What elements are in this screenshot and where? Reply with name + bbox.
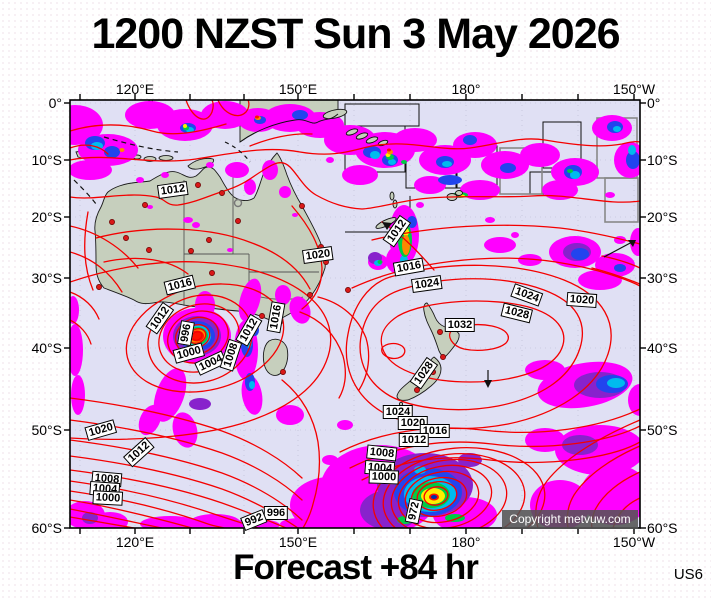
axis-label: 10°S	[647, 152, 678, 168]
city-marker	[219, 190, 225, 196]
isobar-value-label: 1012	[398, 433, 430, 447]
city-marker	[235, 218, 241, 224]
trough-arrowheads	[382, 222, 636, 388]
city-marker	[96, 284, 102, 290]
city-marker	[146, 247, 152, 253]
station-circle	[233, 198, 243, 208]
axis-label: 20°S	[31, 209, 62, 225]
axis-label: 150°W	[612, 534, 656, 550]
axis-label: 10°S	[31, 152, 62, 168]
city-marker	[345, 287, 351, 293]
pacific-islands	[239, 108, 463, 229]
city-marker	[206, 237, 212, 243]
precip-extreme	[119, 115, 465, 504]
city-marker	[109, 219, 115, 225]
city-marker	[440, 354, 446, 360]
axis-label: 30°S	[647, 270, 678, 286]
axis-label: 20°S	[647, 209, 678, 225]
city-marker	[123, 235, 129, 241]
city-marker	[299, 203, 305, 209]
axis-label: 40°S	[647, 340, 678, 356]
axis-label: 150°E	[278, 534, 318, 550]
axis-label: 150°W	[612, 81, 656, 97]
city-marker	[209, 270, 215, 276]
axis-label: 180°	[451, 81, 481, 97]
axis-label: 60°S	[31, 520, 62, 536]
isobar-lines	[70, 100, 640, 528]
axis-label: 50°S	[31, 422, 62, 438]
isobar-value-label: 1020	[566, 291, 598, 309]
axis-label: 50°S	[647, 422, 678, 438]
axis-label: 120°E	[115, 534, 155, 550]
copyright-watermark: Copyright metvuw.com	[502, 510, 638, 529]
city-marker	[188, 248, 194, 254]
axis-label: 40°S	[31, 340, 62, 356]
city-marker	[280, 369, 286, 375]
isobar-value-label: 1000	[368, 469, 400, 485]
isobar-value-label: 1032	[444, 318, 476, 332]
map-frame	[69, 99, 641, 529]
axis-label: 120°E	[115, 81, 155, 97]
page-title: 1200 NZST Sun 3 May 2026	[91, 10, 620, 58]
city-marker	[142, 202, 148, 208]
isobar-value-label: 996	[263, 506, 289, 520]
axis-label: 30°S	[31, 270, 62, 286]
model-label: US6	[673, 566, 703, 583]
axis-ticks	[64, 94, 646, 534]
axis-label: 180°	[451, 534, 481, 550]
city-marker	[195, 182, 201, 188]
city-marker	[259, 313, 265, 319]
city-marker	[437, 329, 443, 335]
axis-label: 0°	[48, 95, 62, 111]
isobar-value-label: 1000	[92, 490, 124, 506]
axis-label: 60°S	[647, 520, 678, 536]
city-marker	[307, 292, 313, 298]
axis-label: 0°	[647, 95, 661, 111]
city-markers	[96, 182, 446, 393]
axis-label: 150°E	[278, 81, 318, 97]
forecast-hour-title: Forecast +84 hr	[233, 548, 479, 587]
